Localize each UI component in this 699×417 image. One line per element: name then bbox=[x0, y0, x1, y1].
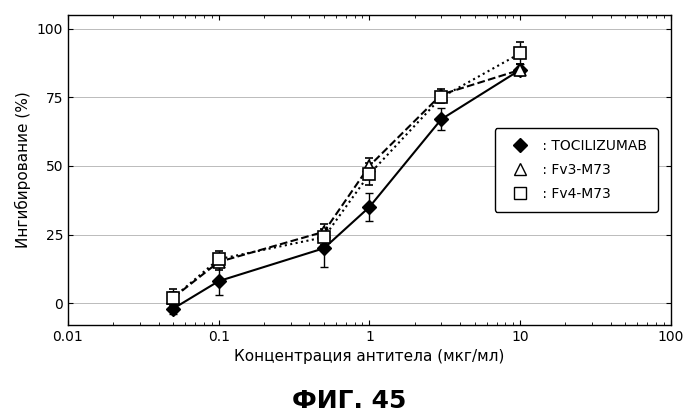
Text: ФИГ. 45: ФИГ. 45 bbox=[292, 389, 407, 413]
Legend:  : TOCILIZUMAB,  : Fv3-M73,  : Fv4-M73: : TOCILIZUMAB, : Fv3-M73, : Fv4-M73 bbox=[495, 128, 658, 212]
X-axis label: Концентрация антитела (мкг/мл): Концентрация антитела (мкг/мл) bbox=[234, 349, 505, 364]
Y-axis label: Ингибирование (%): Ингибирование (%) bbox=[15, 92, 31, 249]
